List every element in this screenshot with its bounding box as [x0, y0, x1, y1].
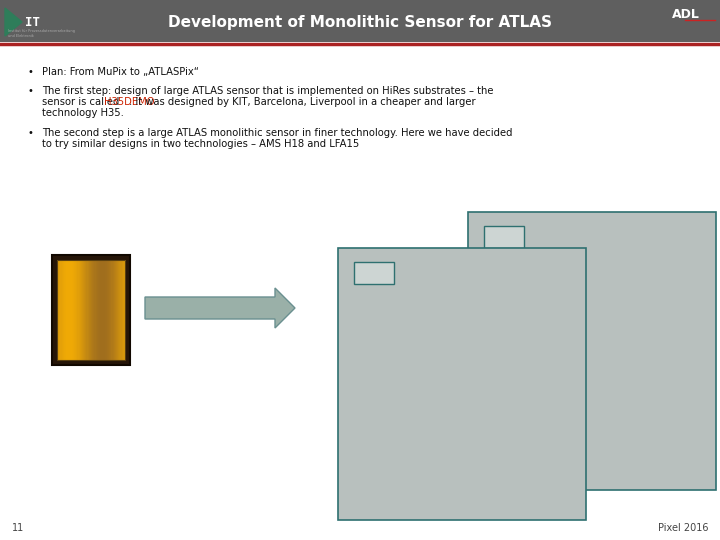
- Bar: [80, 260, 81, 360]
- Bar: [60, 260, 62, 360]
- Bar: [66, 260, 68, 360]
- Text: •: •: [27, 86, 33, 96]
- Bar: [69, 260, 71, 360]
- Bar: [74, 260, 76, 360]
- Bar: [100, 260, 102, 360]
- Bar: [57, 260, 125, 360]
- Bar: [484, 226, 524, 248]
- Bar: [61, 260, 63, 360]
- Text: ADL: ADL: [672, 8, 700, 21]
- Bar: [114, 260, 117, 360]
- Bar: [57, 260, 125, 360]
- Bar: [76, 260, 78, 360]
- Bar: [67, 260, 69, 360]
- Bar: [117, 260, 119, 360]
- Bar: [118, 260, 120, 360]
- Bar: [108, 260, 109, 360]
- Bar: [58, 260, 60, 360]
- Bar: [83, 260, 85, 360]
- Text: sensor is called: sensor is called: [42, 97, 122, 107]
- Text: Institut für Prozessdatenverarbeitung
und Elektronik: Institut für Prozessdatenverarbeitung un…: [8, 29, 75, 38]
- Bar: [59, 260, 61, 360]
- Bar: [96, 260, 97, 360]
- Bar: [104, 260, 107, 360]
- Bar: [102, 260, 104, 360]
- Bar: [94, 260, 96, 360]
- Bar: [63, 260, 64, 360]
- Bar: [112, 260, 113, 360]
- Bar: [102, 260, 103, 360]
- Text: IT: IT: [25, 16, 40, 29]
- Text: . It was designed by KIT, Barcelona, Liverpool in a cheaper and larger: . It was designed by KIT, Barcelona, Liv…: [129, 97, 475, 107]
- Bar: [99, 260, 101, 360]
- Bar: [114, 260, 115, 360]
- FancyArrow shape: [145, 288, 295, 328]
- Bar: [57, 260, 58, 360]
- Bar: [92, 260, 94, 360]
- Text: •: •: [27, 128, 33, 138]
- Bar: [82, 260, 84, 360]
- Bar: [120, 260, 122, 360]
- Bar: [110, 260, 112, 360]
- Text: 11: 11: [12, 523, 24, 533]
- Bar: [64, 260, 66, 360]
- Bar: [65, 260, 66, 360]
- Bar: [116, 260, 117, 360]
- Bar: [338, 248, 586, 520]
- Bar: [52, 255, 130, 365]
- Text: The second step is a large ATLAS monolithic sensor in finer technology. Here we : The second step is a large ATLAS monolit…: [42, 128, 513, 138]
- Bar: [81, 260, 82, 360]
- Bar: [75, 260, 77, 360]
- Bar: [94, 260, 95, 360]
- Text: Plan: From MuPix to „ATLASPix“: Plan: From MuPix to „ATLASPix“: [42, 67, 199, 77]
- Bar: [98, 260, 99, 360]
- Text: to try similar designs in two technologies – AMS H18 and LFA15: to try similar designs in two technologi…: [42, 139, 359, 149]
- Bar: [86, 260, 88, 360]
- Bar: [468, 212, 716, 490]
- Bar: [72, 260, 73, 360]
- Bar: [71, 260, 72, 360]
- Bar: [124, 260, 125, 360]
- Bar: [90, 260, 91, 360]
- Bar: [73, 260, 74, 360]
- Bar: [104, 260, 105, 360]
- Text: technology H35.: technology H35.: [42, 108, 124, 118]
- Bar: [106, 260, 107, 360]
- Text: The first step: design of large ATLAS sensor that is implemented on HiRes substr: The first step: design of large ATLAS se…: [42, 86, 493, 96]
- Text: Pixel 2016: Pixel 2016: [657, 523, 708, 533]
- Bar: [88, 260, 89, 360]
- Bar: [107, 260, 109, 360]
- Polygon shape: [5, 8, 22, 36]
- Bar: [91, 260, 93, 360]
- Bar: [0, 0, 720, 42]
- Bar: [86, 260, 87, 360]
- Bar: [109, 260, 111, 360]
- Bar: [120, 260, 121, 360]
- Bar: [112, 260, 114, 360]
- Bar: [84, 260, 86, 360]
- Bar: [122, 260, 123, 360]
- Bar: [78, 260, 79, 360]
- Bar: [96, 260, 99, 360]
- Bar: [68, 260, 70, 360]
- Bar: [89, 260, 91, 360]
- Bar: [78, 260, 80, 360]
- Text: H35DEMO: H35DEMO: [104, 97, 154, 107]
- Text: Development of Monolithic Sensor for ATLAS: Development of Monolithic Sensor for ATL…: [168, 15, 552, 30]
- Bar: [354, 262, 394, 284]
- Text: •: •: [27, 67, 33, 77]
- Bar: [122, 260, 125, 360]
